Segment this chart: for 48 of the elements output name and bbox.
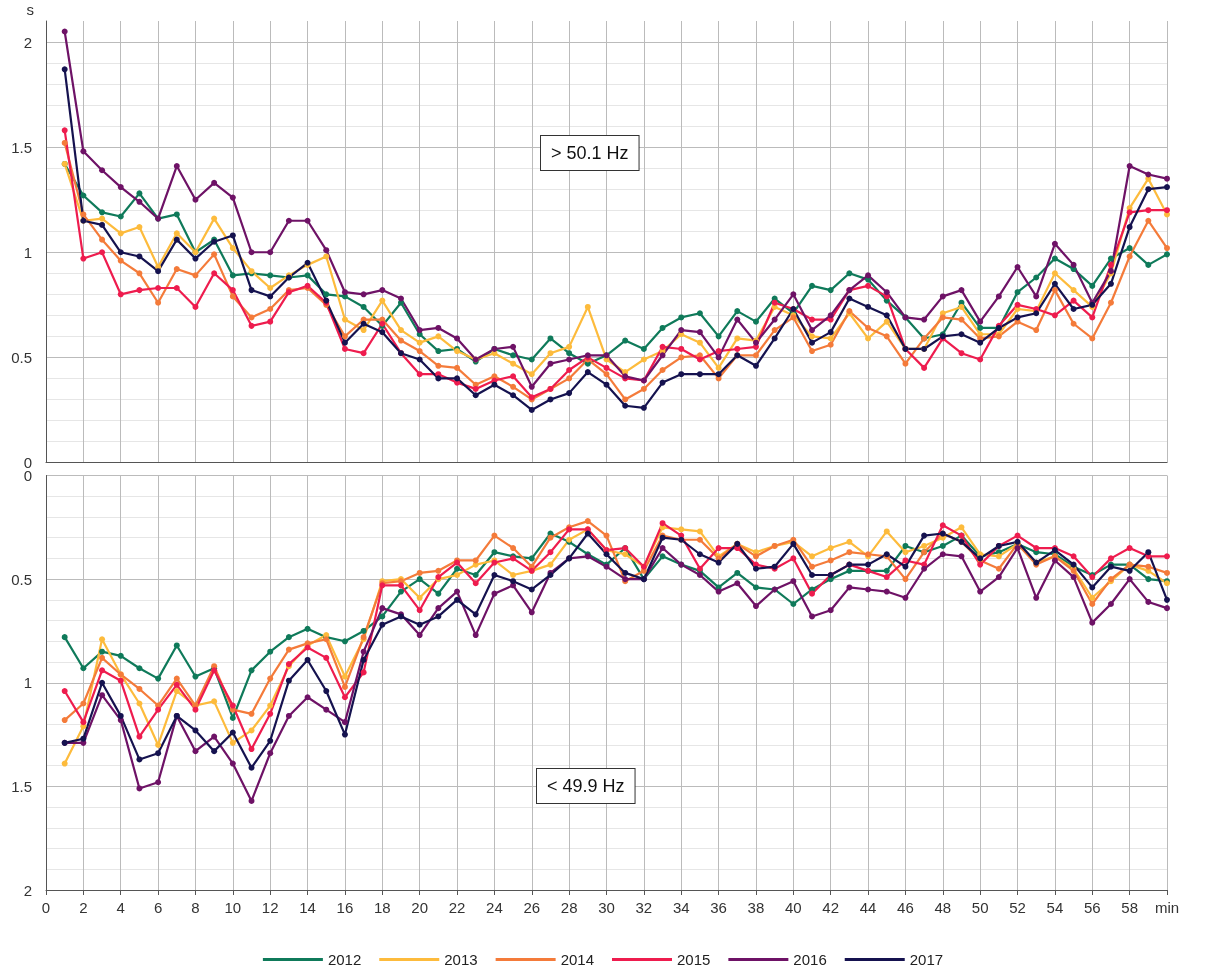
x-tick-label: 50 <box>971 899 989 916</box>
x-tick-label: 32 <box>635 899 653 916</box>
x-tick-label: 0 <box>41 899 51 916</box>
annotation: > 50.1 Hz <box>551 143 629 163</box>
legend-label: 2013 <box>444 951 478 968</box>
x-tick-label: 10 <box>224 899 242 916</box>
x-tick-label: 2 <box>79 899 88 916</box>
y-tick-label: 1 <box>23 674 32 692</box>
x-tick-label: 48 <box>934 899 952 916</box>
x-tick-label: 16 <box>336 899 354 916</box>
x-tick-label: 30 <box>598 899 615 916</box>
legend-label: 2016 <box>793 951 827 968</box>
legend-label: 2015 <box>677 951 711 968</box>
x-tick-label: 56 <box>1083 899 1101 916</box>
legend-label: 2017 <box>909 951 944 968</box>
x-tick-label: 4 <box>116 899 125 916</box>
x-tick-label: 8 <box>191 899 200 916</box>
x-tick-label: 34 <box>672 899 690 916</box>
y-tick-label: 1.5 <box>11 138 32 156</box>
y-tick-label: 2 <box>23 881 32 899</box>
legend-label: 2014 <box>560 951 595 968</box>
y-tick-label: 1.5 <box>11 777 32 795</box>
annotation: < 49.9 Hz <box>547 776 625 796</box>
x-tick-label: min <box>1154 899 1180 916</box>
x-tick-label: 52 <box>1009 899 1026 916</box>
x-tick-label: 36 <box>710 899 727 916</box>
x-tick-label: 14 <box>299 899 316 916</box>
x-tick-label: 18 <box>373 899 391 916</box>
x-tick-label: 46 <box>897 899 914 916</box>
x-tick-label: 22 <box>448 899 466 916</box>
y-tick-label: 0.5 <box>11 348 32 366</box>
x-tick-label: 26 <box>523 899 541 916</box>
legend-label: 2012 <box>327 951 362 968</box>
x-tick-label: 38 <box>747 899 765 916</box>
y-axis-title: s <box>26 1 34 18</box>
y-tick-label: 2 <box>23 33 32 51</box>
x-tick-label: 44 <box>859 899 877 916</box>
x-tick-label: 54 <box>1046 899 1064 916</box>
x-tick-label: 58 <box>1121 899 1138 916</box>
x-tick-label: 12 <box>261 899 279 916</box>
x-tick-label: 28 <box>560 899 578 916</box>
x-tick-label: 42 <box>822 899 840 916</box>
y-tick-label: 1 <box>23 243 32 261</box>
x-tick-label: 6 <box>153 899 163 916</box>
y-tick-label: 0.5 <box>11 570 32 588</box>
x-tick-label: 20 <box>411 899 429 916</box>
x-tick-label: 24 <box>486 899 503 916</box>
x-tick-label: 40 <box>784 899 802 916</box>
